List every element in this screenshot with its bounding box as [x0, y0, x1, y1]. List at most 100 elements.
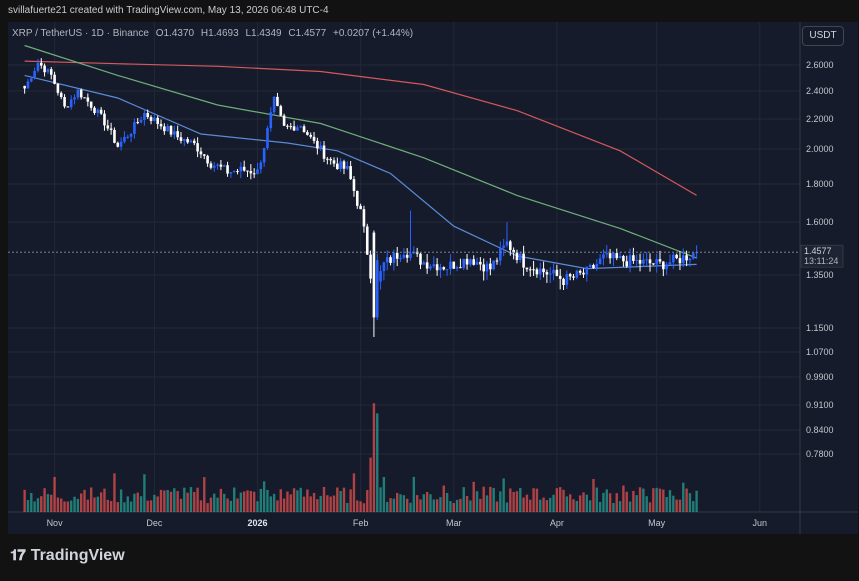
volume-bar: [612, 503, 615, 512]
candle-body: [259, 162, 263, 170]
currency-button[interactable]: USDT: [802, 26, 844, 46]
candle-body: [505, 241, 509, 246]
candle-body: [602, 254, 605, 259]
volume-bar: [139, 496, 143, 512]
candle-body: [36, 62, 40, 71]
volume-bar: [642, 488, 645, 512]
brand-name: TradingView: [30, 547, 125, 564]
candle-body: [552, 269, 555, 274]
candle-body: [439, 267, 442, 271]
candle-body: [342, 161, 346, 169]
volume-bar: [519, 487, 522, 512]
volume-bar: [675, 499, 678, 512]
chart-plot-area[interactable]: 1.4577 13:11:24 2.6000 2.4000 2.2000 2.0000 1.…: [8, 22, 858, 534]
volume-bar: [289, 494, 292, 512]
volume-bar: [582, 492, 585, 512]
volume-bar: [103, 488, 106, 512]
candle-body: [206, 155, 209, 164]
candle-body: [262, 148, 266, 163]
volume-bar: [465, 495, 469, 512]
volume-bars: [23, 403, 698, 512]
volume-bar: [475, 491, 479, 512]
volume-bar: [116, 502, 119, 512]
volume-bar: [618, 501, 622, 512]
volume-bar: [43, 488, 46, 512]
volume-bar: [409, 502, 412, 512]
volume-bar: [319, 495, 322, 512]
last-price-value: 1.4577: [804, 246, 832, 256]
candle-body: [375, 260, 379, 318]
candle-body: [452, 261, 456, 269]
volume-bar: [183, 487, 186, 512]
volume-bar: [505, 502, 509, 512]
volume-bar: [332, 495, 336, 512]
close-value: C1.4577: [288, 28, 327, 39]
volume-bar: [492, 487, 495, 512]
candle-body: [89, 101, 93, 108]
candle-body: [632, 255, 635, 261]
volume-bar: [376, 413, 379, 512]
change-value: +0.0207 (+1.44%): [332, 28, 414, 39]
volume-bar: [552, 494, 555, 512]
volume-bar: [625, 491, 628, 512]
candle-body: [575, 270, 579, 278]
volume-bar: [113, 473, 116, 512]
volume-bar: [445, 492, 449, 512]
ma-slow-line: [24, 60, 697, 196]
candle-body: [472, 259, 476, 265]
candle-body: [665, 264, 668, 270]
candle-body: [113, 129, 116, 143]
volume-bar: [86, 499, 90, 512]
volume-bar: [362, 503, 366, 512]
high-value: H1.4693: [200, 28, 239, 39]
volume-bar: [572, 499, 575, 512]
volume-bar: [605, 489, 608, 512]
volume-bar: [166, 489, 169, 512]
candle-body: [369, 254, 372, 279]
volume-bar: [469, 500, 472, 512]
volume-bar: [628, 501, 632, 512]
volume-bar: [356, 500, 359, 512]
volume-bar: [259, 488, 263, 512]
volume-bar: [452, 503, 455, 512]
candle-body: [256, 169, 259, 175]
volume-bar: [186, 492, 189, 512]
volume-bar: [63, 501, 66, 512]
volume-bar: [648, 502, 652, 512]
volume-bar: [136, 492, 139, 512]
volume-bar: [163, 490, 166, 512]
candle-body: [605, 253, 609, 255]
volume-bar: [386, 501, 389, 512]
volume-bar: [199, 500, 203, 512]
volume-bar: [389, 498, 392, 512]
candle-body: [119, 141, 123, 147]
volume-bar: [272, 493, 276, 512]
candle-body: [432, 264, 436, 267]
candle-body: [266, 128, 269, 149]
volume-bar: [73, 496, 76, 512]
volume-bar: [33, 501, 36, 512]
volume-bar: [302, 496, 306, 512]
candle-body: [612, 253, 615, 259]
candle-body: [419, 253, 422, 265]
volume-bar: [279, 489, 282, 512]
volume-bar: [266, 489, 269, 512]
candle-body: [299, 126, 303, 128]
volume-bar: [339, 491, 342, 512]
candle-body: [183, 139, 186, 141]
candle-body: [479, 261, 482, 265]
candle-body: [236, 171, 239, 173]
y-tick-label: 1.8000: [806, 179, 834, 189]
candle-body: [365, 226, 369, 255]
volume-bar: [672, 495, 675, 512]
candle-body: [402, 254, 406, 258]
volume-bar: [575, 500, 579, 512]
candle-body: [226, 165, 229, 174]
volume-bar: [156, 496, 159, 512]
candle-body: [312, 136, 316, 141]
candle-body: [459, 267, 462, 269]
candle-body: [176, 131, 179, 138]
candle-body: [528, 269, 532, 271]
